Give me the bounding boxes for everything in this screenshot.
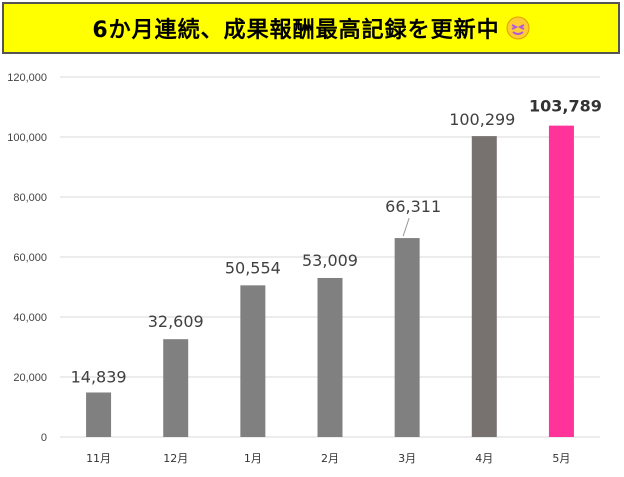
bar: [394, 238, 420, 437]
data-label: 53,009: [302, 251, 358, 270]
bar-chart: 0 20,000 40,000 60,000 80,000 100,000 120,000 1…: [7, 72, 602, 465]
chart-title: 6か月連続、成果報酬最高記録を更新中: [92, 18, 500, 43]
data-label: 14,839: [71, 367, 127, 386]
y-tick-label: 120,000: [7, 72, 47, 84]
y-tick-label: 20,000: [13, 372, 47, 384]
x-tick-label: 2月: [321, 452, 339, 465]
y-tick-label: 80,000: [13, 192, 47, 204]
x-tick-label: 3月: [398, 452, 416, 465]
data-label: 103,789: [529, 97, 602, 116]
data-label: 32,609: [148, 312, 204, 331]
data-label: 50,554: [225, 258, 281, 277]
x-tick-label: 11月: [86, 452, 111, 465]
title-banner: 6か月連続、成果報酬最高記録を更新中: [2, 2, 620, 54]
bar: [548, 125, 574, 438]
bar: [317, 277, 343, 437]
y-tick-label: 0: [41, 432, 47, 444]
bar: [471, 136, 497, 437]
x-tick-label: 1月: [244, 452, 262, 465]
y-tick-label: 60,000: [13, 252, 47, 264]
leader-line: [402, 217, 410, 237]
x-tick-label: 4月: [475, 452, 493, 465]
data-label: 100,299: [449, 110, 515, 129]
sparkle-face-icon: [506, 16, 530, 40]
bar: [163, 339, 189, 437]
bar: [240, 285, 266, 437]
x-tick-label: 12月: [163, 452, 188, 465]
x-tick-label: 5月: [552, 452, 570, 465]
y-tick-label: 100,000: [7, 132, 47, 144]
data-label: 66,311: [385, 197, 441, 216]
bar: [86, 392, 112, 437]
y-tick-label: 40,000: [13, 312, 47, 324]
